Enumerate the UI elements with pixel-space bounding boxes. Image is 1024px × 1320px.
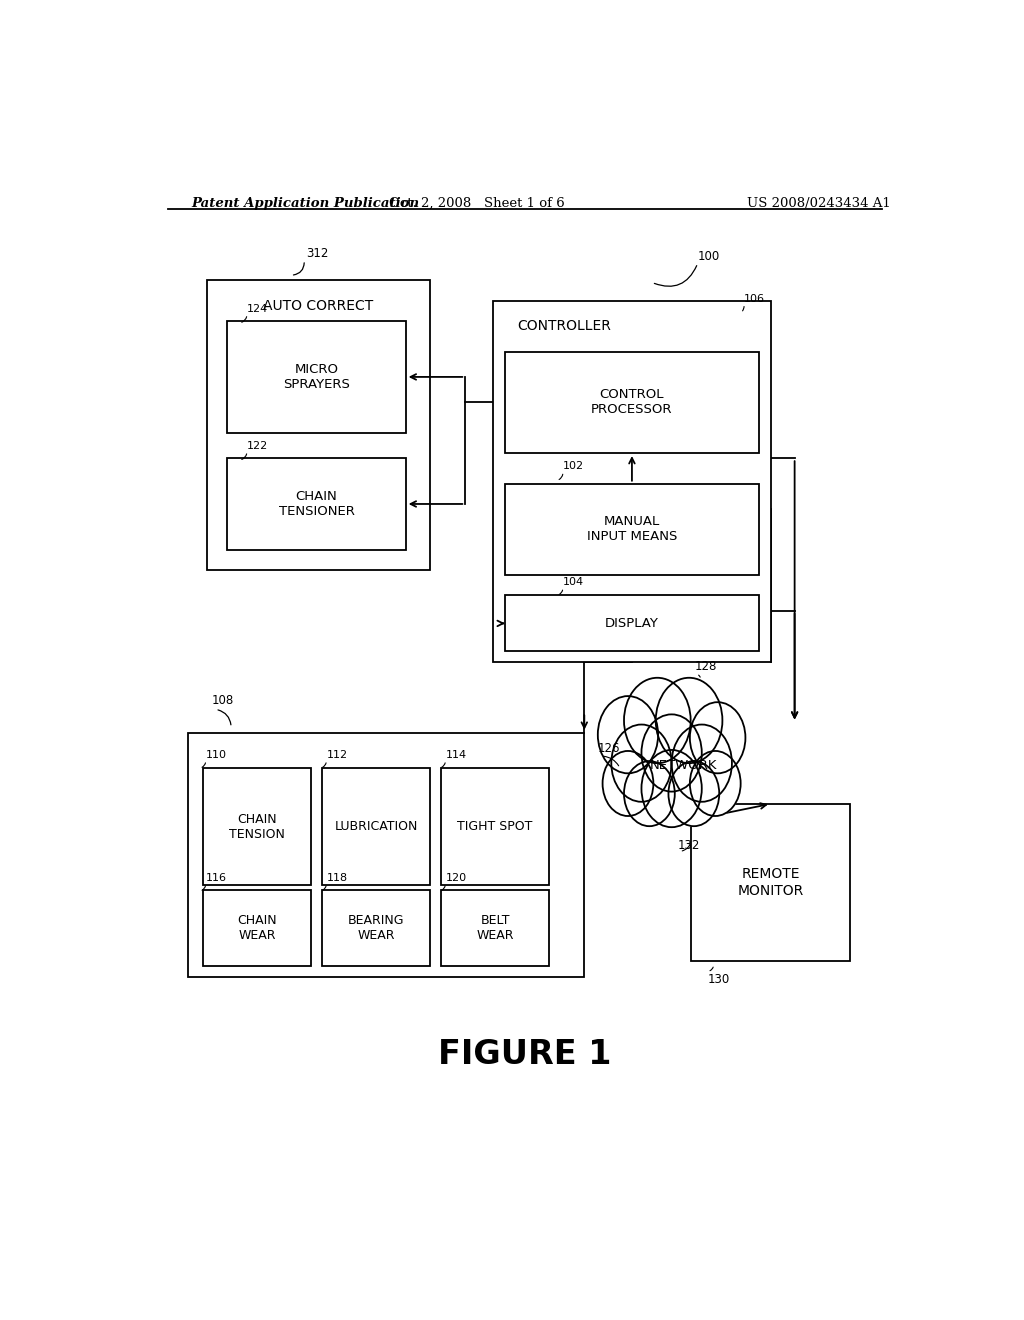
- Circle shape: [669, 762, 719, 826]
- Circle shape: [655, 677, 722, 763]
- FancyBboxPatch shape: [441, 768, 549, 886]
- FancyBboxPatch shape: [505, 595, 759, 651]
- Text: 100: 100: [697, 249, 720, 263]
- Text: 108: 108: [212, 694, 234, 708]
- Text: CHAIN
TENSIONER: CHAIN TENSIONER: [279, 490, 354, 517]
- Text: 124: 124: [247, 304, 268, 314]
- FancyBboxPatch shape: [441, 890, 549, 966]
- Circle shape: [602, 751, 653, 816]
- FancyBboxPatch shape: [187, 733, 585, 977]
- Circle shape: [641, 750, 701, 828]
- Circle shape: [672, 725, 732, 801]
- Text: FIGURE 1: FIGURE 1: [438, 1039, 611, 1072]
- FancyBboxPatch shape: [204, 890, 310, 966]
- Text: 116: 116: [206, 873, 226, 883]
- Circle shape: [690, 751, 740, 816]
- Text: 126: 126: [598, 742, 621, 755]
- Circle shape: [624, 762, 675, 826]
- FancyBboxPatch shape: [691, 804, 850, 961]
- Text: MICRO
SPRAYERS: MICRO SPRAYERS: [283, 363, 350, 391]
- Text: US 2008/0243434 A1: US 2008/0243434 A1: [746, 197, 890, 210]
- Text: 114: 114: [445, 750, 467, 760]
- Text: 128: 128: [694, 660, 717, 673]
- Text: 312: 312: [306, 247, 329, 260]
- Text: AUTO CORRECT: AUTO CORRECT: [263, 298, 374, 313]
- FancyBboxPatch shape: [207, 280, 430, 570]
- Circle shape: [611, 725, 672, 801]
- FancyBboxPatch shape: [227, 321, 406, 433]
- Text: NETWORK: NETWORK: [650, 759, 717, 772]
- FancyBboxPatch shape: [204, 768, 310, 886]
- Text: TIGHT SPOT: TIGHT SPOT: [458, 820, 532, 833]
- Text: 102: 102: [563, 462, 584, 471]
- Text: REMOTE
MONITOR: REMOTE MONITOR: [737, 867, 804, 898]
- Text: 110: 110: [206, 750, 226, 760]
- Text: CHAIN
WEAR: CHAIN WEAR: [238, 915, 276, 942]
- Text: 118: 118: [327, 873, 347, 883]
- Text: CONTROL
PROCESSOR: CONTROL PROCESSOR: [591, 388, 673, 416]
- Text: MANUAL
INPUT MEANS: MANUAL INPUT MEANS: [587, 515, 677, 544]
- Circle shape: [690, 702, 745, 774]
- FancyBboxPatch shape: [227, 458, 406, 549]
- Text: BELT
WEAR: BELT WEAR: [476, 915, 514, 942]
- Text: BEARING
WEAR: BEARING WEAR: [348, 915, 404, 942]
- FancyBboxPatch shape: [505, 351, 759, 453]
- Text: Oct. 2, 2008   Sheet 1 of 6: Oct. 2, 2008 Sheet 1 of 6: [389, 197, 565, 210]
- Text: 106: 106: [743, 294, 765, 304]
- FancyBboxPatch shape: [505, 483, 759, 576]
- Text: Patent Application Publication: Patent Application Publication: [191, 197, 420, 210]
- Text: LUBRICATION: LUBRICATION: [334, 820, 418, 833]
- Text: 120: 120: [445, 873, 467, 883]
- FancyBboxPatch shape: [323, 768, 430, 886]
- Text: 132: 132: [678, 838, 700, 851]
- Circle shape: [598, 696, 658, 774]
- FancyBboxPatch shape: [323, 890, 430, 966]
- Text: 112: 112: [327, 750, 347, 760]
- Text: DISPLAY: DISPLAY: [605, 616, 658, 630]
- FancyBboxPatch shape: [494, 301, 771, 661]
- Circle shape: [641, 714, 701, 792]
- Text: CHAIN
TENSION: CHAIN TENSION: [229, 813, 285, 841]
- Text: 104: 104: [563, 577, 584, 587]
- Text: CONTROLLER: CONTROLLER: [517, 319, 610, 333]
- Circle shape: [624, 677, 690, 763]
- Text: 130: 130: [708, 973, 729, 986]
- Text: 122: 122: [247, 441, 268, 451]
